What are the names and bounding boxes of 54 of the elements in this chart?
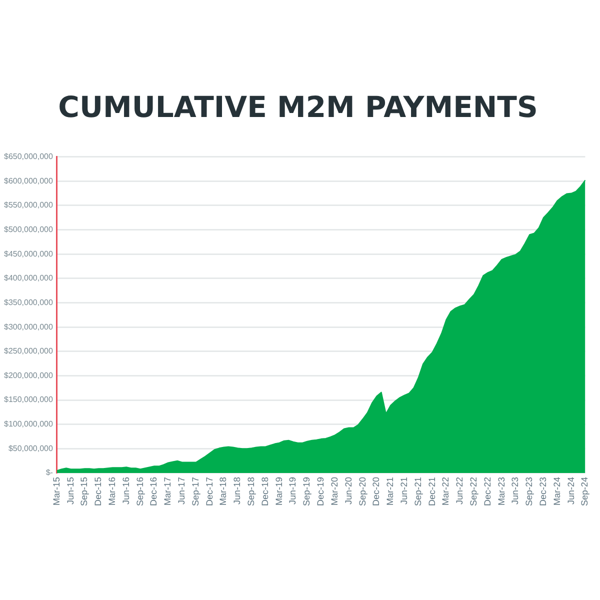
chart-title: CUMULATIVE M2M PAYMENTS	[58, 90, 538, 124]
x-tick-label: Jun-20	[343, 476, 354, 505]
x-tick-label: Jun-24	[566, 476, 576, 505]
x-tick-label: Dec-15	[93, 476, 104, 506]
x-tick-label: Dec-17	[204, 476, 214, 506]
y-tick-label: $-	[46, 468, 54, 478]
y-tick-label: $50,000,000	[8, 444, 54, 453]
x-tick-label: Jun-19	[288, 476, 298, 505]
x-tick-label: Jun-21	[398, 476, 409, 505]
x-tick-label: Sep-18	[246, 476, 256, 506]
x-tick-label: Sep-16	[134, 476, 145, 506]
x-tick-label: Sep-24	[580, 476, 590, 506]
x-tick-label: Jun-23	[510, 476, 520, 505]
x-tick-label: Dec-21	[426, 476, 437, 506]
x-tick-label: Dec-18	[260, 476, 270, 506]
x-tick-label: Jun-16	[120, 476, 131, 505]
x-tick-label: Mar-19	[274, 476, 284, 506]
x-tick-label: Sep-19	[302, 476, 312, 506]
x-tick-label: Sep-20	[357, 476, 368, 506]
x-tick-label: Mar-23	[496, 476, 506, 506]
y-tick-label: $550,000,000	[4, 200, 54, 210]
y-tick-label: $200,000,000	[4, 370, 54, 380]
y-tick-label: $450,000,000	[4, 249, 54, 258]
y-tick-label: $500,000,000	[4, 224, 54, 234]
x-tick-label: Mar-16	[107, 476, 118, 506]
x-tick-label: Dec-20	[371, 476, 382, 506]
y-tick-label: $600,000,000	[4, 176, 54, 186]
y-tick-label: $350,000,000	[4, 298, 54, 307]
x-tick-label: Mar-15	[51, 476, 62, 506]
x-tick-label: Mar-20	[329, 476, 340, 506]
x-tick-label: Sep-22	[468, 476, 478, 506]
x-tick-label: Mar-21	[385, 476, 396, 506]
x-tick-label: Dec-23	[538, 476, 548, 506]
y-tick-label: $100,000,000	[4, 420, 54, 429]
x-tick-label: Sep-17	[190, 476, 200, 506]
x-tick-label: Jun-22	[454, 476, 465, 505]
x-tick-label: Jun-15	[65, 476, 76, 505]
x-tick-label: Mar-17	[162, 476, 173, 506]
y-tick-label: $150,000,000	[4, 395, 54, 404]
x-tick-label: Jun-18	[232, 476, 242, 505]
x-tick-label: Dec-16	[148, 476, 159, 506]
x-tick-label: Mar-22	[440, 476, 451, 506]
y-tick-label: $400,000,000	[4, 274, 54, 283]
x-tick-label: Mar-18	[218, 476, 228, 506]
x-tick-label: Mar-24	[552, 476, 562, 506]
x-tick-label: Dec-19	[316, 476, 326, 506]
y-tick-label: $250,000,000	[4, 346, 54, 356]
x-tick-label: Jun-17	[176, 476, 187, 505]
x-tick-label: Sep-15	[79, 476, 90, 506]
x-tick-label: Dec-22	[482, 476, 492, 506]
x-tick-label: Sep-23	[524, 476, 534, 506]
y-tick-label: $650,000,000	[4, 152, 54, 162]
x-tick-label: Sep-21	[412, 476, 423, 506]
y-tick-label: $300,000,000	[4, 322, 54, 332]
